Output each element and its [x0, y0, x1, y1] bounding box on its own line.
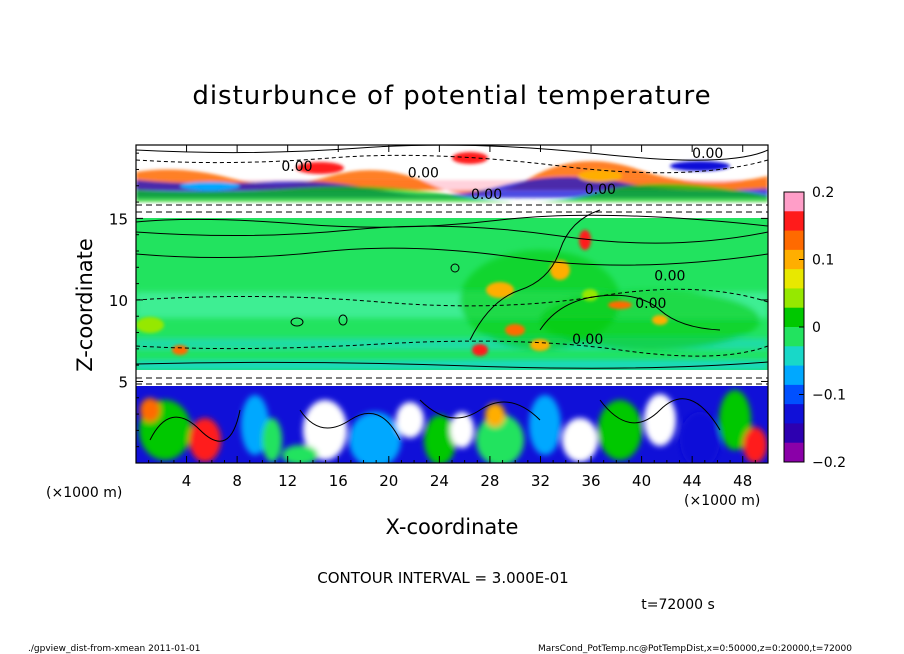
plot-area: 0.00 0.00 0.00 0.00 0.00 0.00 0.00 0.00 [136, 145, 768, 463]
contour-label: 0.00 [572, 332, 603, 348]
y-axis-title: Z-coordinate [73, 238, 97, 372]
x-axis-unit-label-right: (×1000 m) [684, 493, 760, 509]
colorbar-swatch [784, 269, 804, 289]
contour-label: 0.00 [585, 182, 616, 198]
colorbar-tick-label: 0.2 [812, 185, 834, 201]
active-region-field [136, 230, 668, 356]
colorbar-swatch [784, 211, 804, 232]
x-axis-unit-label-left: (×1000 m) [46, 485, 122, 501]
x-tick-label: 44 [683, 472, 702, 490]
colorbar-ticks: 0.2 0.1 0 −0.1 −0.2 [799, 185, 846, 471]
x-tick-label: 40 [632, 472, 651, 490]
x-tick-label: 24 [430, 472, 449, 490]
contour-label: 0.00 [635, 296, 666, 312]
colorbar-tick-label: 0 [812, 320, 821, 336]
y-axis: 5 10 15 [109, 152, 768, 448]
colorbar-tick-label: −0.2 [812, 455, 846, 471]
colorbar-swatch [784, 288, 804, 309]
upper-layer-field [136, 152, 768, 203]
x-tick-label: 48 [733, 472, 752, 490]
colorbar-tick-label: −0.1 [812, 388, 846, 404]
contour-label: 0.00 [654, 268, 685, 284]
footer-right: MarsCond_PotTemp.nc@PotTempDist,x=0:5000… [538, 644, 852, 654]
y-tick-label: 15 [109, 210, 128, 228]
contour-interval-text: CONTOUR INTERVAL = 3.000E-01 [317, 569, 568, 587]
colorbar-swatch [784, 327, 804, 347]
x-tick-label: 20 [379, 472, 398, 490]
contour-label: 0.00 [692, 146, 723, 162]
colorbar-swatch [784, 365, 804, 386]
time-label: t=72000 s [641, 597, 715, 613]
colorbar-swatch [784, 423, 804, 444]
x-tick-label: 28 [480, 472, 499, 490]
contour-label: 0.00 [408, 166, 439, 182]
lower-layer-field [136, 386, 768, 463]
colorbar-swatch [784, 404, 804, 424]
x-tick-label: 36 [581, 472, 600, 490]
x-tick-label: 12 [278, 472, 297, 490]
contour-label: 0.00 [471, 187, 502, 203]
colorbar-swatch [784, 192, 804, 212]
colorbar [784, 192, 804, 463]
x-axis-title: X-coordinate [386, 515, 519, 539]
colorbar-swatch [784, 384, 804, 405]
colorbar-swatch [784, 249, 804, 270]
colorbar-swatch [784, 346, 804, 367]
colorbar-tick-label: 0.1 [812, 253, 834, 269]
chart-title: disturbunce of potential temperature [192, 81, 711, 111]
footer-left: ./gpview_dist-from-xmean 2011-01-01 [28, 644, 200, 654]
x-tick-label: 8 [232, 472, 242, 490]
x-tick-label: 4 [182, 472, 192, 490]
contour-labels: 0.00 0.00 0.00 0.00 0.00 0.00 0.00 0.00 [281, 146, 723, 348]
x-tick-label: 16 [329, 472, 348, 490]
contour-label: 0.00 [281, 159, 312, 175]
y-tick-label: 5 [118, 373, 128, 391]
y-tick-label: 10 [109, 292, 128, 310]
colorbar-swatch [784, 442, 804, 463]
colorbar-swatch [784, 230, 804, 251]
x-tick-label: 32 [531, 472, 550, 490]
contour-lines [136, 145, 768, 442]
x-axis: 4 8 12 16 20 24 28 32 36 40 44 48 [148, 145, 756, 490]
colorbar-swatch [784, 307, 804, 328]
